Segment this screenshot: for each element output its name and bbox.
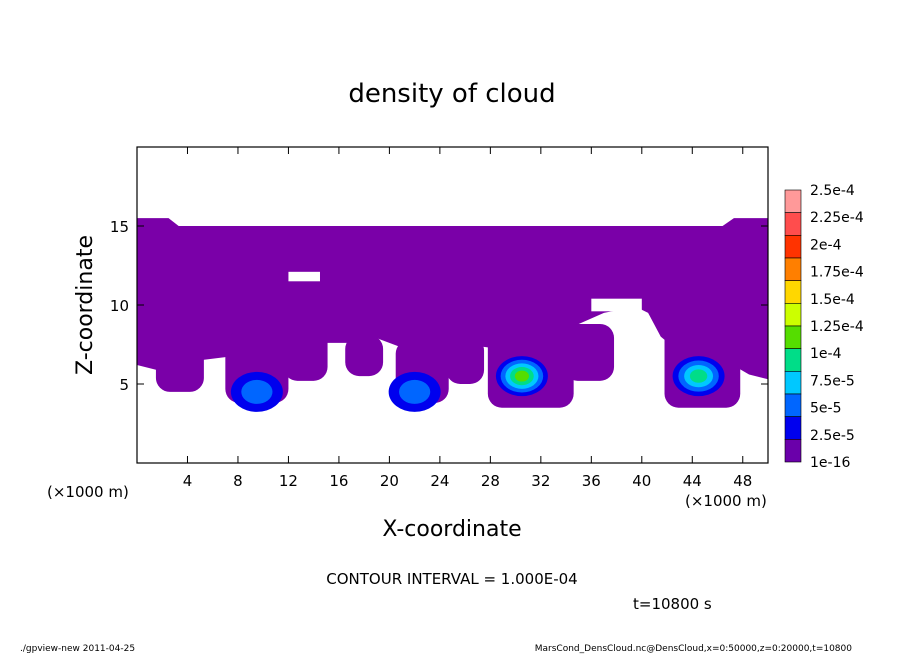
x-tick-label: 40 bbox=[632, 472, 651, 490]
x-tick-label: 12 bbox=[279, 472, 298, 490]
colorbar-swatch bbox=[784, 348, 802, 372]
colorbar-label: 2e-4 bbox=[810, 237, 842, 253]
colorbar-swatch bbox=[784, 235, 802, 259]
x-tick-label: 16 bbox=[329, 472, 348, 490]
colorbar-swatch bbox=[784, 189, 802, 213]
cloud-patch bbox=[155, 309, 204, 392]
footer-left: ./gpview-new 2011-04-25 bbox=[20, 644, 135, 654]
colorbar-swatch bbox=[784, 257, 802, 281]
colorbar-label: 1.5e-4 bbox=[810, 292, 855, 308]
colorbar-label: 2.5e-4 bbox=[810, 183, 855, 199]
cloud-patch bbox=[446, 336, 485, 384]
x-tick-label: 48 bbox=[733, 472, 752, 490]
x-tick-label: 32 bbox=[531, 472, 550, 490]
colorbar: 2.5e-4 2.25e-4 2e-4 1.75e-4 1.5e-4 1.25e-4 1e-… bbox=[784, 183, 864, 471]
y-tick-label: 10 bbox=[110, 297, 129, 315]
colorbar-swatch bbox=[784, 416, 802, 440]
clear-gap bbox=[288, 271, 320, 282]
time-label: t=10800 s bbox=[633, 595, 712, 613]
density-hotspot bbox=[689, 369, 708, 383]
colorbar-label: 1.75e-4 bbox=[810, 265, 864, 281]
density-hotspot bbox=[241, 379, 273, 404]
chart-title: density of cloud bbox=[348, 79, 555, 109]
cloud-patch bbox=[283, 323, 328, 381]
y-axis-ticks: 5 10 15 bbox=[110, 218, 768, 394]
x-tick-label: 4 bbox=[183, 472, 193, 490]
cloud-patch bbox=[563, 323, 615, 381]
cloud-patch bbox=[345, 335, 384, 377]
x-tick-label: 44 bbox=[683, 472, 702, 490]
x-tick-label: 24 bbox=[430, 472, 449, 490]
colorbar-label: 7.5e-5 bbox=[810, 373, 855, 389]
x-unit-left: (×1000 m) bbox=[47, 483, 129, 501]
colorbar-swatch bbox=[784, 439, 802, 463]
x-axis-label: X-coordinate bbox=[382, 517, 521, 542]
colorbar-swatch bbox=[784, 393, 802, 417]
y-tick-label: 5 bbox=[119, 376, 129, 394]
colorbar-label: 1e-4 bbox=[810, 346, 842, 362]
colorbar-label: 5e-5 bbox=[810, 401, 841, 417]
y-tick-label: 15 bbox=[110, 218, 129, 236]
contour-interval: CONTOUR INTERVAL = 1.000E-04 bbox=[326, 570, 577, 588]
colorbar-swatch bbox=[784, 212, 802, 236]
density-hotspot bbox=[514, 370, 530, 382]
x-tick-label: 36 bbox=[582, 472, 601, 490]
x-tick-label: 8 bbox=[233, 472, 243, 490]
x-tick-label: 28 bbox=[481, 472, 500, 490]
colorbar-swatch bbox=[784, 371, 802, 395]
clear-gap bbox=[591, 298, 642, 312]
x-tick-label: 20 bbox=[380, 472, 399, 490]
colorbar-label: 1e-16 bbox=[810, 455, 850, 471]
y-axis-label: Z-coordinate bbox=[73, 235, 98, 375]
x-axis-ticks: 4 8 12 16 20 24 28 32 36 40 44 48 bbox=[183, 147, 752, 490]
colorbar-label: 1.25e-4 bbox=[810, 319, 864, 335]
colorbar-label: 2.5e-5 bbox=[810, 428, 855, 444]
colorbar-swatch bbox=[784, 280, 802, 304]
colorbar-swatch bbox=[784, 325, 802, 349]
colorbar-label: 2.25e-4 bbox=[810, 210, 864, 226]
density-field bbox=[137, 218, 768, 412]
x-unit-right: (×1000 m) bbox=[685, 492, 767, 510]
colorbar-swatch bbox=[784, 303, 802, 327]
footer-right: MarsCond_DensCloud.nc@DensCloud,x=0:5000… bbox=[535, 644, 852, 654]
density-hotspot bbox=[399, 379, 431, 404]
